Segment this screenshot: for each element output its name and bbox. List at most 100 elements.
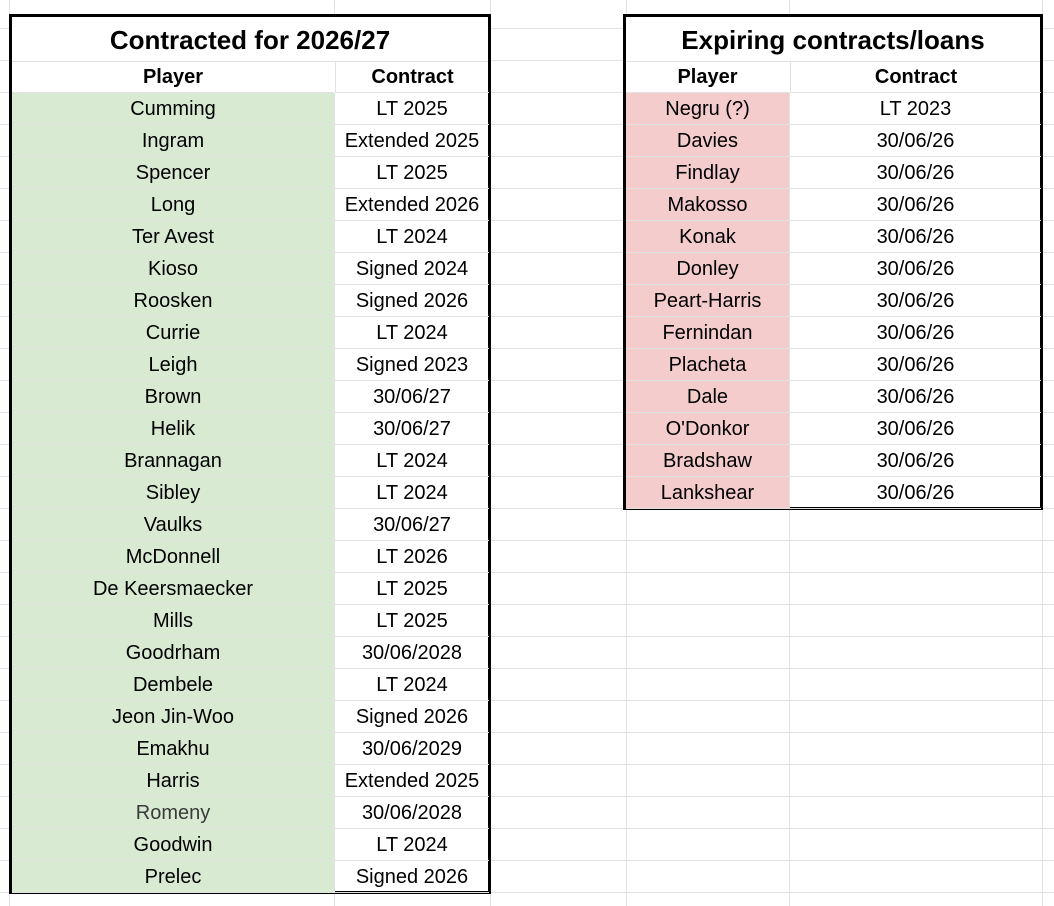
contract-cell[interactable]: LT 2026 (334, 541, 489, 573)
contract-cell[interactable]: LT 2025 (334, 573, 489, 605)
player-cell[interactable]: Vaulks (12, 509, 334, 541)
player-cell[interactable]: Findlay (626, 157, 789, 189)
contract-cell[interactable]: LT 2025 (334, 157, 489, 189)
player-cell[interactable]: Peart-Harris (626, 285, 789, 317)
contracted-header-contract[interactable]: Contract (335, 61, 489, 93)
player-cell[interactable]: Ter Avest (12, 221, 334, 253)
player-cell[interactable]: De Keersmaecker (12, 573, 334, 605)
contract-cell[interactable]: LT 2023 (789, 93, 1041, 125)
contract-cell[interactable]: LT 2024 (334, 221, 489, 253)
table-row: Makosso 30/06/26 (626, 189, 1041, 221)
table-row: Goodwin LT 2024 (12, 829, 489, 861)
player-cell[interactable]: Brannagan (12, 445, 334, 477)
contract-cell[interactable]: Signed 2026 (334, 701, 489, 733)
player-cell[interactable]: Lankshear (626, 477, 789, 509)
table-row: Davies 30/06/26 (626, 125, 1041, 157)
contract-cell[interactable]: Signed 2026 (334, 285, 489, 317)
player-cell[interactable]: Dale (626, 381, 789, 413)
contract-cell[interactable]: 30/06/26 (789, 253, 1041, 285)
contract-cell[interactable]: Extended 2025 (334, 765, 489, 797)
player-cell[interactable]: McDonnell (12, 541, 334, 573)
table-row: Sibley LT 2024 (12, 477, 489, 509)
expiring-rows: Negru (?) LT 2023 Davies 30/06/26 Findlay 30/… (626, 93, 1041, 509)
player-cell[interactable]: Kioso (12, 253, 334, 285)
table-row: Spencer LT 2025 (12, 157, 489, 189)
contract-cell[interactable]: 30/06/2029 (334, 733, 489, 765)
table-row: Konak 30/06/26 (626, 221, 1041, 253)
contracted-header-player[interactable]: Player (12, 61, 334, 93)
table-row: Dembele LT 2024 (12, 669, 489, 701)
contract-cell[interactable]: 30/06/2028 (334, 797, 489, 829)
player-cell[interactable]: Romeny (12, 797, 334, 829)
player-cell[interactable]: Prelec (12, 861, 334, 893)
player-cell[interactable]: Davies (626, 125, 789, 157)
contract-cell[interactable]: 30/06/26 (789, 477, 1041, 509)
contract-cell[interactable]: 30/06/27 (334, 509, 489, 541)
player-cell[interactable]: O'Donkor (626, 413, 789, 445)
contract-cell[interactable]: 30/06/27 (334, 413, 489, 445)
contract-cell[interactable]: LT 2025 (334, 93, 489, 125)
player-cell[interactable]: Currie (12, 317, 334, 349)
contract-cell[interactable]: 30/06/26 (789, 285, 1041, 317)
table-row: Findlay 30/06/26 (626, 157, 1041, 189)
player-cell[interactable]: Makosso (626, 189, 789, 221)
table-row: Donley 30/06/26 (626, 253, 1041, 285)
player-cell[interactable]: Ingram (12, 125, 334, 157)
player-cell[interactable]: Spencer (12, 157, 334, 189)
contract-cell[interactable]: 30/06/2028 (334, 637, 489, 669)
table-row: Kioso Signed 2024 (12, 253, 489, 285)
table-row: Emakhu 30/06/2029 (12, 733, 489, 765)
table-row: Brown 30/06/27 (12, 381, 489, 413)
expiring-header-player[interactable]: Player (626, 61, 789, 93)
player-cell[interactable]: Roosken (12, 285, 334, 317)
expiring-table: Expiring contracts/loans Player Contract… (623, 14, 1043, 510)
contract-cell[interactable]: 30/06/27 (334, 381, 489, 413)
contract-cell[interactable]: Extended 2026 (334, 189, 489, 221)
player-cell[interactable]: Goodrham (12, 637, 334, 669)
contract-cell[interactable]: 30/06/26 (789, 157, 1041, 189)
contract-cell[interactable]: 30/06/26 (789, 381, 1041, 413)
table-row: Mills LT 2025 (12, 605, 489, 637)
contract-cell[interactable]: 30/06/26 (789, 189, 1041, 221)
player-cell[interactable]: Goodwin (12, 829, 334, 861)
table-row: Negru (?) LT 2023 (626, 93, 1041, 125)
contract-cell[interactable]: 30/06/26 (789, 349, 1041, 381)
player-cell[interactable]: Helik (12, 413, 334, 445)
player-cell[interactable]: Emakhu (12, 733, 334, 765)
contract-cell[interactable]: 30/06/26 (789, 221, 1041, 253)
contract-cell[interactable]: LT 2024 (334, 669, 489, 701)
contract-cell[interactable]: LT 2024 (334, 317, 489, 349)
player-cell[interactable]: Jeon Jin-Woo (12, 701, 334, 733)
contract-cell[interactable]: Signed 2023 (334, 349, 489, 381)
contract-cell[interactable]: Signed 2024 (334, 253, 489, 285)
contract-cell[interactable]: 30/06/26 (789, 445, 1041, 477)
expiring-header-contract[interactable]: Contract (790, 61, 1041, 93)
player-cell[interactable]: Harris (12, 765, 334, 797)
player-cell[interactable]: Brown (12, 381, 334, 413)
player-cell[interactable]: Negru (?) (626, 93, 789, 125)
player-cell[interactable]: Mills (12, 605, 334, 637)
player-cell[interactable]: Donley (626, 253, 789, 285)
contract-cell[interactable]: 30/06/26 (789, 413, 1041, 445)
contract-cell[interactable]: 30/06/26 (789, 125, 1041, 157)
player-cell[interactable]: Leigh (12, 349, 334, 381)
contract-cell[interactable]: Extended 2025 (334, 125, 489, 157)
player-cell[interactable]: Fernindan (626, 317, 789, 349)
player-cell[interactable]: Cumming (12, 93, 334, 125)
contract-cell[interactable]: LT 2024 (334, 829, 489, 861)
player-cell[interactable]: Placheta (626, 349, 789, 381)
table-row: Leigh Signed 2023 (12, 349, 489, 381)
table-row: Lankshear 30/06/26 (626, 477, 1041, 509)
player-cell[interactable]: Dembele (12, 669, 334, 701)
player-cell[interactable]: Long (12, 189, 334, 221)
contract-cell[interactable]: Signed 2026 (334, 861, 489, 893)
table-row: Romeny 30/06/2028 (12, 797, 489, 829)
contract-cell[interactable]: LT 2024 (334, 477, 489, 509)
contract-cell[interactable]: 30/06/26 (789, 317, 1041, 349)
contract-cell[interactable]: LT 2024 (334, 445, 489, 477)
player-cell[interactable]: Sibley (12, 477, 334, 509)
player-cell[interactable]: Konak (626, 221, 789, 253)
contract-cell[interactable]: LT 2025 (334, 605, 489, 637)
table-row: Bradshaw 30/06/26 (626, 445, 1041, 477)
player-cell[interactable]: Bradshaw (626, 445, 789, 477)
